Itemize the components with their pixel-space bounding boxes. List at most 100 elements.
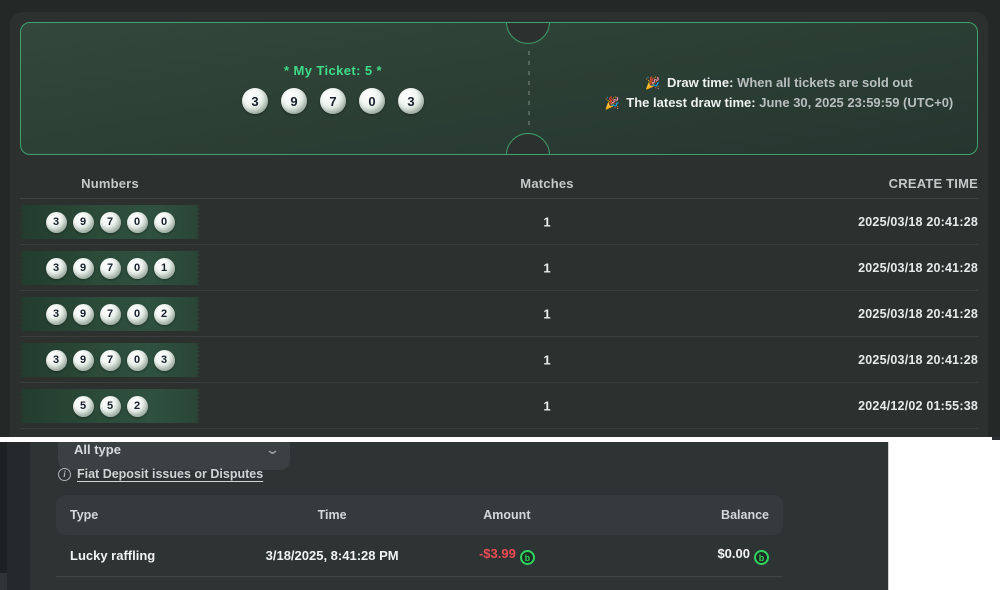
column-header-time: Time [317, 508, 347, 522]
numbers-pill: 3 9 7 0 3 [20, 343, 200, 377]
column-header-amount: Amount [483, 508, 531, 522]
ticket-title: * My Ticket: 5 * [284, 63, 382, 78]
transaction-balance: $0.00 b [594, 546, 769, 566]
ticket-history-header: Numbers Matches CREATE TIME [20, 170, 978, 199]
lottery-ball: 0 [126, 257, 148, 279]
transactions-panel: All type ⌄ i Fiat Deposit issues or Disp… [30, 442, 888, 590]
draw-time-line: 🎉 Draw time: When all tickets are sold o… [599, 73, 959, 93]
party-popper-icon: 🎉 [604, 96, 620, 110]
party-popper-icon: 🎉 [645, 76, 661, 90]
lottery-ball: 1 [153, 257, 175, 279]
lottery-ball: 3 [242, 88, 268, 114]
lottery-card: * My Ticket: 5 * 3 9 7 0 3 🎉 Draw time: … [10, 12, 988, 437]
transaction-row: Lucky raffling 3/18/2025, 8:41:28 PM -$3… [56, 535, 783, 576]
column-header-balance: Balance [721, 508, 769, 522]
lottery-ball: 3 [45, 257, 67, 279]
create-time-value: 2025/03/18 20:41:28 [858, 306, 978, 321]
lottery-ball: 3 [153, 349, 175, 371]
lottery-ball: 9 [72, 303, 94, 325]
table-row: 3 9 7 0 3 1 2025/03/18 20:41:28 [20, 337, 978, 383]
lottery-page: * My Ticket: 5 * 3 9 7 0 3 🎉 Draw time: … [10, 12, 988, 437]
amount-value: -$3.99 [478, 545, 516, 561]
left-edge-strip-bottom [0, 573, 7, 590]
table-row: 3 9 7 0 1 1 2025/03/18 20:41:28 [20, 245, 978, 291]
desktop-background [888, 442, 1000, 590]
lottery-ball: 9 [72, 211, 94, 233]
left-edge-strip [0, 442, 7, 573]
numbers-pill: 3 9 7 0 2 [20, 297, 200, 331]
draw-time-block: 🎉 Draw time: When all tickets are sold o… [599, 73, 959, 113]
lottery-ball: 2 [126, 395, 148, 417]
lottery-ball: 2 [153, 303, 175, 325]
draw-time-label: Draw time: [666, 75, 734, 90]
ticket-notch-top [506, 23, 550, 44]
lottery-ball: 3 [398, 88, 424, 114]
matches-value: 1 [543, 306, 551, 321]
create-time-value: 2025/03/18 20:41:28 [858, 260, 978, 275]
lottery-ball: 7 [99, 211, 121, 233]
draw-time-value: When all tickets are sold out [737, 75, 913, 90]
lottery-ball: 5 [99, 395, 121, 417]
lottery-ball: 9 [72, 349, 94, 371]
window-corner [992, 437, 1000, 440]
lottery-ball: 3 [45, 303, 67, 325]
latest-draw-time-value: June 30, 2025 23:59:59 (UTC+0) [759, 95, 954, 110]
fiat-dispute-link[interactable]: Fiat Deposit issues or Disputes [77, 467, 264, 481]
transaction-type: Lucky raffling [70, 548, 156, 563]
matches-value: 1 [543, 260, 551, 275]
lottery-ball: 3 [45, 211, 67, 233]
transactions-window: All type ⌄ i Fiat Deposit issues or Disp… [0, 442, 1000, 590]
column-header-numbers: Numbers [81, 176, 139, 191]
table-row: 3 9 7 0 2 1 2025/03/18 20:41:28 [20, 291, 978, 337]
lottery-ball: 0 [153, 211, 175, 233]
create-time-value: 2024/12/02 01:55:38 [858, 398, 978, 413]
latest-draw-time-label: The latest draw time: [626, 95, 756, 110]
chevron-down-icon: ⌄ [264, 442, 281, 457]
ticket-balls: 3 9 7 0 3 [173, 88, 493, 114]
my-ticket-card: * My Ticket: 5 * 3 9 7 0 3 🎉 Draw time: … [20, 22, 978, 155]
lottery-ball: 9 [72, 257, 94, 279]
create-time-value: 2025/03/18 20:41:28 [858, 352, 978, 367]
lottery-ball: 7 [99, 303, 121, 325]
ticket-notch-bottom [506, 133, 550, 154]
coin-icon: b [519, 550, 535, 566]
latest-draw-time-line: 🎉 The latest draw time: June 30, 2025 23… [599, 93, 959, 113]
lottery-ball: 3 [45, 349, 67, 371]
matches-value: 1 [543, 352, 551, 367]
matches-value: 1 [543, 214, 551, 229]
coin-icon: b [754, 550, 769, 566]
balance-value: $0.00 [717, 545, 750, 561]
matches-value: 1 [543, 398, 551, 413]
transaction-amount: -$3.99 b [420, 546, 595, 566]
lottery-ball: 7 [99, 257, 121, 279]
table-row: 3 9 7 0 0 1 2025/03/18 20:41:28 [20, 199, 978, 245]
table-row: 5 5 2 1 2024/12/02 01:55:38 [20, 383, 978, 429]
lottery-ball: 7 [99, 349, 121, 371]
type-filter-dropdown[interactable]: All type ⌄ [58, 442, 290, 470]
lottery-ball: 0 [126, 303, 148, 325]
ticket-history-table: Numbers Matches CREATE TIME 3 9 7 0 0 1 … [20, 170, 978, 429]
column-header-matches: Matches [520, 176, 574, 191]
transaction-time: 3/18/2025, 8:41:28 PM [265, 548, 399, 563]
window-divider [0, 437, 1000, 442]
info-icon: i [58, 467, 71, 481]
dispute-link-row: i Fiat Deposit issues or Disputes [58, 467, 263, 481]
numbers-pill: 3 9 7 0 1 [20, 251, 200, 285]
lottery-ball: 0 [126, 211, 148, 233]
lottery-ball: 0 [126, 349, 148, 371]
type-filter-value: All type [74, 442, 121, 457]
transactions-table-header: Type Time Amount Balance [56, 495, 783, 535]
numbers-pill: 3 9 7 0 0 [20, 205, 200, 239]
create-time-value: 2025/03/18 20:41:28 [858, 214, 978, 229]
ticket-perforation-line [528, 51, 530, 126]
column-header-create-time: CREATE TIME [888, 176, 978, 191]
numbers-pill: 5 5 2 [20, 389, 200, 423]
lottery-ball: 9 [281, 88, 307, 114]
lottery-ball: 5 [72, 395, 94, 417]
row-divider [56, 576, 783, 577]
lottery-ball: 0 [359, 88, 385, 114]
lottery-ball: 7 [320, 88, 346, 114]
ticket-numbers-block: * My Ticket: 5 * 3 9 7 0 3 [173, 63, 493, 114]
column-header-type: Type [70, 508, 99, 522]
